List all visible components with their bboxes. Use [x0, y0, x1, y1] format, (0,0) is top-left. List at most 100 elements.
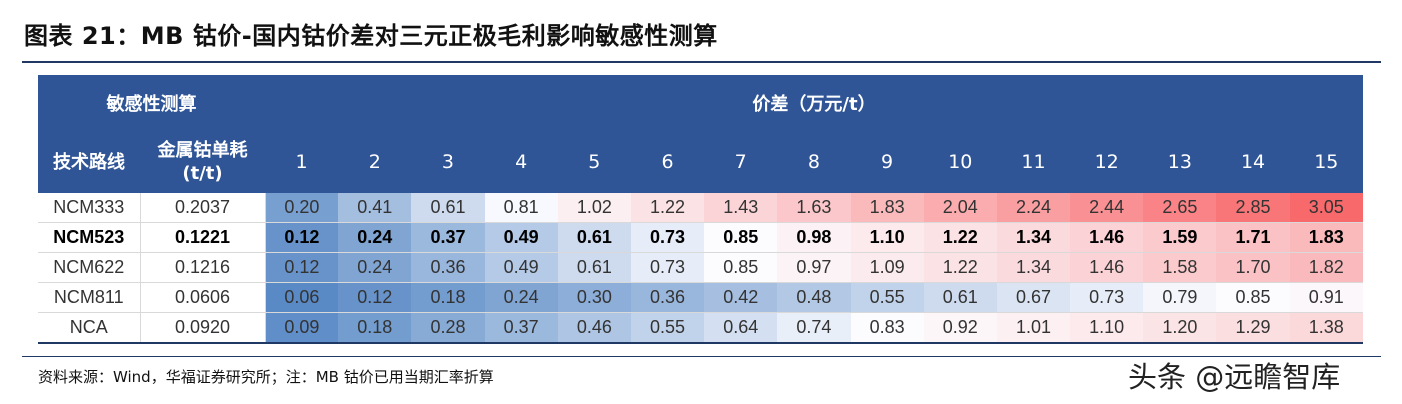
- cobalt-usage-cell: 0.0606: [140, 282, 266, 313]
- value-cell: 0.24: [338, 222, 412, 253]
- value-cell: 0.79: [1143, 282, 1217, 313]
- value-cell: 1.58: [1143, 252, 1217, 283]
- value-cell: 0.20: [265, 193, 339, 223]
- header-cobalt-usage: 金属钴单耗 (t/t): [140, 131, 265, 193]
- value-cell: 1.71: [1216, 222, 1290, 253]
- value-cell: 0.12: [265, 222, 339, 253]
- value-cell: 0.61: [557, 222, 631, 253]
- header-spread-13: 13: [1143, 131, 1217, 193]
- value-cell: 0.73: [630, 252, 705, 283]
- value-cell: 1.70: [1216, 252, 1290, 283]
- value-cell: 0.37: [411, 222, 485, 253]
- value-cell: 1.34: [996, 222, 1071, 253]
- value-cell: 0.83: [850, 312, 924, 344]
- header-spread-5: 5: [557, 131, 631, 193]
- cobalt-usage-cell: 0.2037: [140, 193, 266, 223]
- value-cell: 0.28: [411, 312, 485, 344]
- value-cell: 1.01: [996, 312, 1071, 344]
- value-cell: 0.73: [630, 222, 705, 253]
- value-cell: 1.43: [704, 193, 778, 223]
- value-cell: 0.74: [777, 312, 851, 344]
- value-cell: 1.82: [1289, 252, 1363, 283]
- value-cell: 1.34: [996, 252, 1071, 283]
- value-cell: 0.85: [1216, 282, 1290, 313]
- value-cell: 0.85: [704, 252, 778, 283]
- value-cell: 0.98: [777, 222, 851, 253]
- header-spread-3: 3: [411, 131, 485, 193]
- header-price-spread: 价差（万元/t）: [265, 75, 1363, 131]
- value-cell: 0.36: [630, 282, 705, 313]
- header-spread-11: 11: [996, 131, 1071, 193]
- table-header-row-2: 技术路线 金属钴单耗 (t/t) 1 2 3 4 5 6 7 8 9 10 11 12 13 14 15: [38, 131, 1363, 193]
- value-cell: 2.65: [1143, 193, 1217, 223]
- header-spread-7: 7: [704, 131, 778, 193]
- value-cell: 0.49: [484, 252, 558, 283]
- page-title: 图表 21：MB 钴价-国内钴价差对三元正极毛利影响敏感性测算: [24, 22, 718, 50]
- table-bottom-rule: [22, 356, 1381, 357]
- cobalt-usage-cell: 0.1221: [140, 222, 266, 253]
- header-spread-8: 8: [777, 131, 851, 193]
- route-cell: NCM811: [38, 282, 141, 313]
- route-cell: NCA: [38, 312, 141, 344]
- value-cell: 0.12: [338, 282, 412, 313]
- value-cell: 1.22: [630, 193, 705, 223]
- value-cell: 1.46: [1070, 222, 1144, 253]
- value-cell: 0.61: [411, 193, 485, 223]
- value-cell: 0.55: [850, 282, 924, 313]
- table-row: NCM333 0.2037 0.20 0.41 0.61 0.81 1.02 1.22 1.43…: [38, 193, 1363, 223]
- value-cell: 0.64: [704, 312, 778, 344]
- header-cobalt-usage-line1: 金属钴单耗: [157, 140, 248, 161]
- cobalt-usage-cell: 0.0920: [140, 312, 266, 344]
- value-cell: 0.12: [265, 252, 339, 283]
- table-header-row-1: 敏感性测算 价差（万元/t）: [38, 75, 1363, 131]
- value-cell: 2.85: [1216, 193, 1290, 223]
- header-spread-4: 4: [484, 131, 558, 193]
- value-cell: 1.22: [923, 252, 997, 283]
- value-cell: 1.46: [1070, 252, 1144, 283]
- watermark: 头条 @远瞻智库: [1128, 360, 1341, 394]
- header-spread-15: 15: [1289, 131, 1363, 193]
- value-cell: 0.61: [923, 282, 997, 313]
- table-row: NCM523 0.1221 0.12 0.24 0.37 0.49 0.61 0.73 0.85…: [38, 222, 1363, 253]
- value-cell: 0.92: [923, 312, 997, 344]
- value-cell: 0.73: [1070, 282, 1144, 313]
- table-row: NCA 0.0920 0.09 0.18 0.28 0.37 0.46 0.55 0.64 0.7…: [38, 312, 1363, 344]
- value-cell: 2.04: [923, 193, 997, 223]
- value-cell: 1.59: [1143, 222, 1217, 253]
- value-cell: 0.91: [1289, 282, 1363, 313]
- table-row: NCM622 0.1216 0.12 0.24 0.36 0.49 0.61 0.73 0.85…: [38, 252, 1363, 283]
- value-cell: 0.49: [484, 222, 558, 253]
- header-cobalt-usage-line2: (t/t): [182, 163, 223, 184]
- value-cell: 0.18: [338, 312, 412, 344]
- source-note: 资料来源：Wind，华福证券研究所；注：MB 钴价已用当期汇率折算: [38, 368, 494, 386]
- table-row: NCM811 0.0606 0.06 0.12 0.18 0.24 0.30 0.36 0.42…: [38, 282, 1363, 313]
- value-cell: 1.22: [923, 222, 997, 253]
- value-cell: 0.61: [557, 252, 631, 283]
- value-cell: 0.46: [557, 312, 631, 344]
- route-cell: NCM333: [38, 193, 141, 223]
- value-cell: 2.44: [1070, 193, 1144, 223]
- route-cell: NCM622: [38, 252, 141, 283]
- value-cell: 0.06: [265, 282, 339, 313]
- value-cell: 0.81: [484, 193, 558, 223]
- value-cell: 2.24: [996, 193, 1071, 223]
- value-cell: 0.41: [338, 193, 412, 223]
- header-tech-route: 技术路线: [38, 131, 140, 193]
- value-cell: 0.24: [338, 252, 412, 283]
- header-spread-2: 2: [338, 131, 412, 193]
- route-cell: NCM523: [38, 222, 141, 253]
- value-cell: 0.85: [704, 222, 778, 253]
- header-spread-6: 6: [630, 131, 705, 193]
- value-cell: 0.97: [777, 252, 851, 283]
- value-cell: 0.42: [704, 282, 778, 313]
- value-cell: 1.10: [850, 222, 924, 253]
- value-cell: 1.63: [777, 193, 851, 223]
- header-spread-14: 14: [1216, 131, 1290, 193]
- header-sensitivity: 敏感性测算: [38, 75, 265, 131]
- cobalt-usage-cell: 0.1216: [140, 252, 266, 283]
- value-cell: 1.83: [850, 193, 924, 223]
- value-cell: 0.30: [557, 282, 631, 313]
- value-cell: 1.83: [1289, 222, 1363, 253]
- value-cell: 1.10: [1070, 312, 1144, 344]
